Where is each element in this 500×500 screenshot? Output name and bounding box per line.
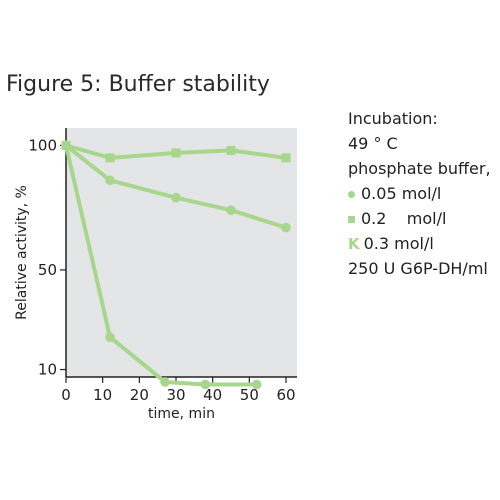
data-point: [105, 332, 115, 342]
legend-header-3: phosphate buffer,: [348, 159, 491, 178]
legend-entry-1: 0.2 mol/l: [348, 206, 491, 231]
legend-square-marker: [348, 216, 355, 223]
data-point: [226, 145, 236, 155]
legend-entry-label: 0.05 mol/l: [361, 184, 442, 203]
x-axis-label: time, min: [148, 406, 215, 422]
legend-header-1: Incubation:: [348, 109, 438, 128]
data-point: [281, 153, 291, 163]
data-point: [226, 205, 236, 215]
legend-entry-2: K 0.3 mol/l: [348, 231, 491, 256]
legend-entry-label: 0.3 mol/l: [363, 234, 434, 253]
legend-footer: 250 U G6P-DH/ml: [348, 259, 488, 278]
x-tick-label: 30: [166, 386, 185, 404]
data-point: [171, 192, 181, 203]
x-tick-label: 0: [61, 386, 71, 404]
y-tick-label: 50: [38, 261, 57, 279]
data-point: [105, 175, 115, 186]
x-tick-label: 40: [203, 386, 222, 404]
plot-area: [66, 128, 297, 377]
x-tick-label: 50: [240, 386, 259, 404]
legend-k-marker: K: [348, 235, 360, 253]
x-tick-label: 20: [130, 386, 149, 404]
x-tick-label: 10: [93, 386, 112, 404]
legend-entry-label: 0.2 mol/l: [361, 209, 447, 228]
data-point: [281, 222, 291, 233]
y-tick-label: 10: [38, 361, 57, 379]
data-point: [105, 153, 115, 163]
y-axis-label: Relative activity, %: [14, 185, 30, 320]
data-point: [200, 379, 211, 390]
legend-entry-0: 0.05 mol/l: [348, 181, 491, 206]
data-point: [61, 140, 71, 151]
data-point: [251, 379, 262, 390]
legend-header-2: 49 ° C: [348, 134, 398, 153]
legend-circle-marker: [348, 191, 355, 198]
y-tick-label: 100: [28, 136, 57, 154]
figure-title: Figure 5: Buffer stability: [6, 72, 270, 97]
legend: Incubation: 49 ° C phosphate buffer, 0.0…: [348, 106, 491, 281]
x-tick-label: 60: [276, 386, 295, 404]
data-point: [171, 148, 181, 158]
data-point: [160, 377, 170, 387]
